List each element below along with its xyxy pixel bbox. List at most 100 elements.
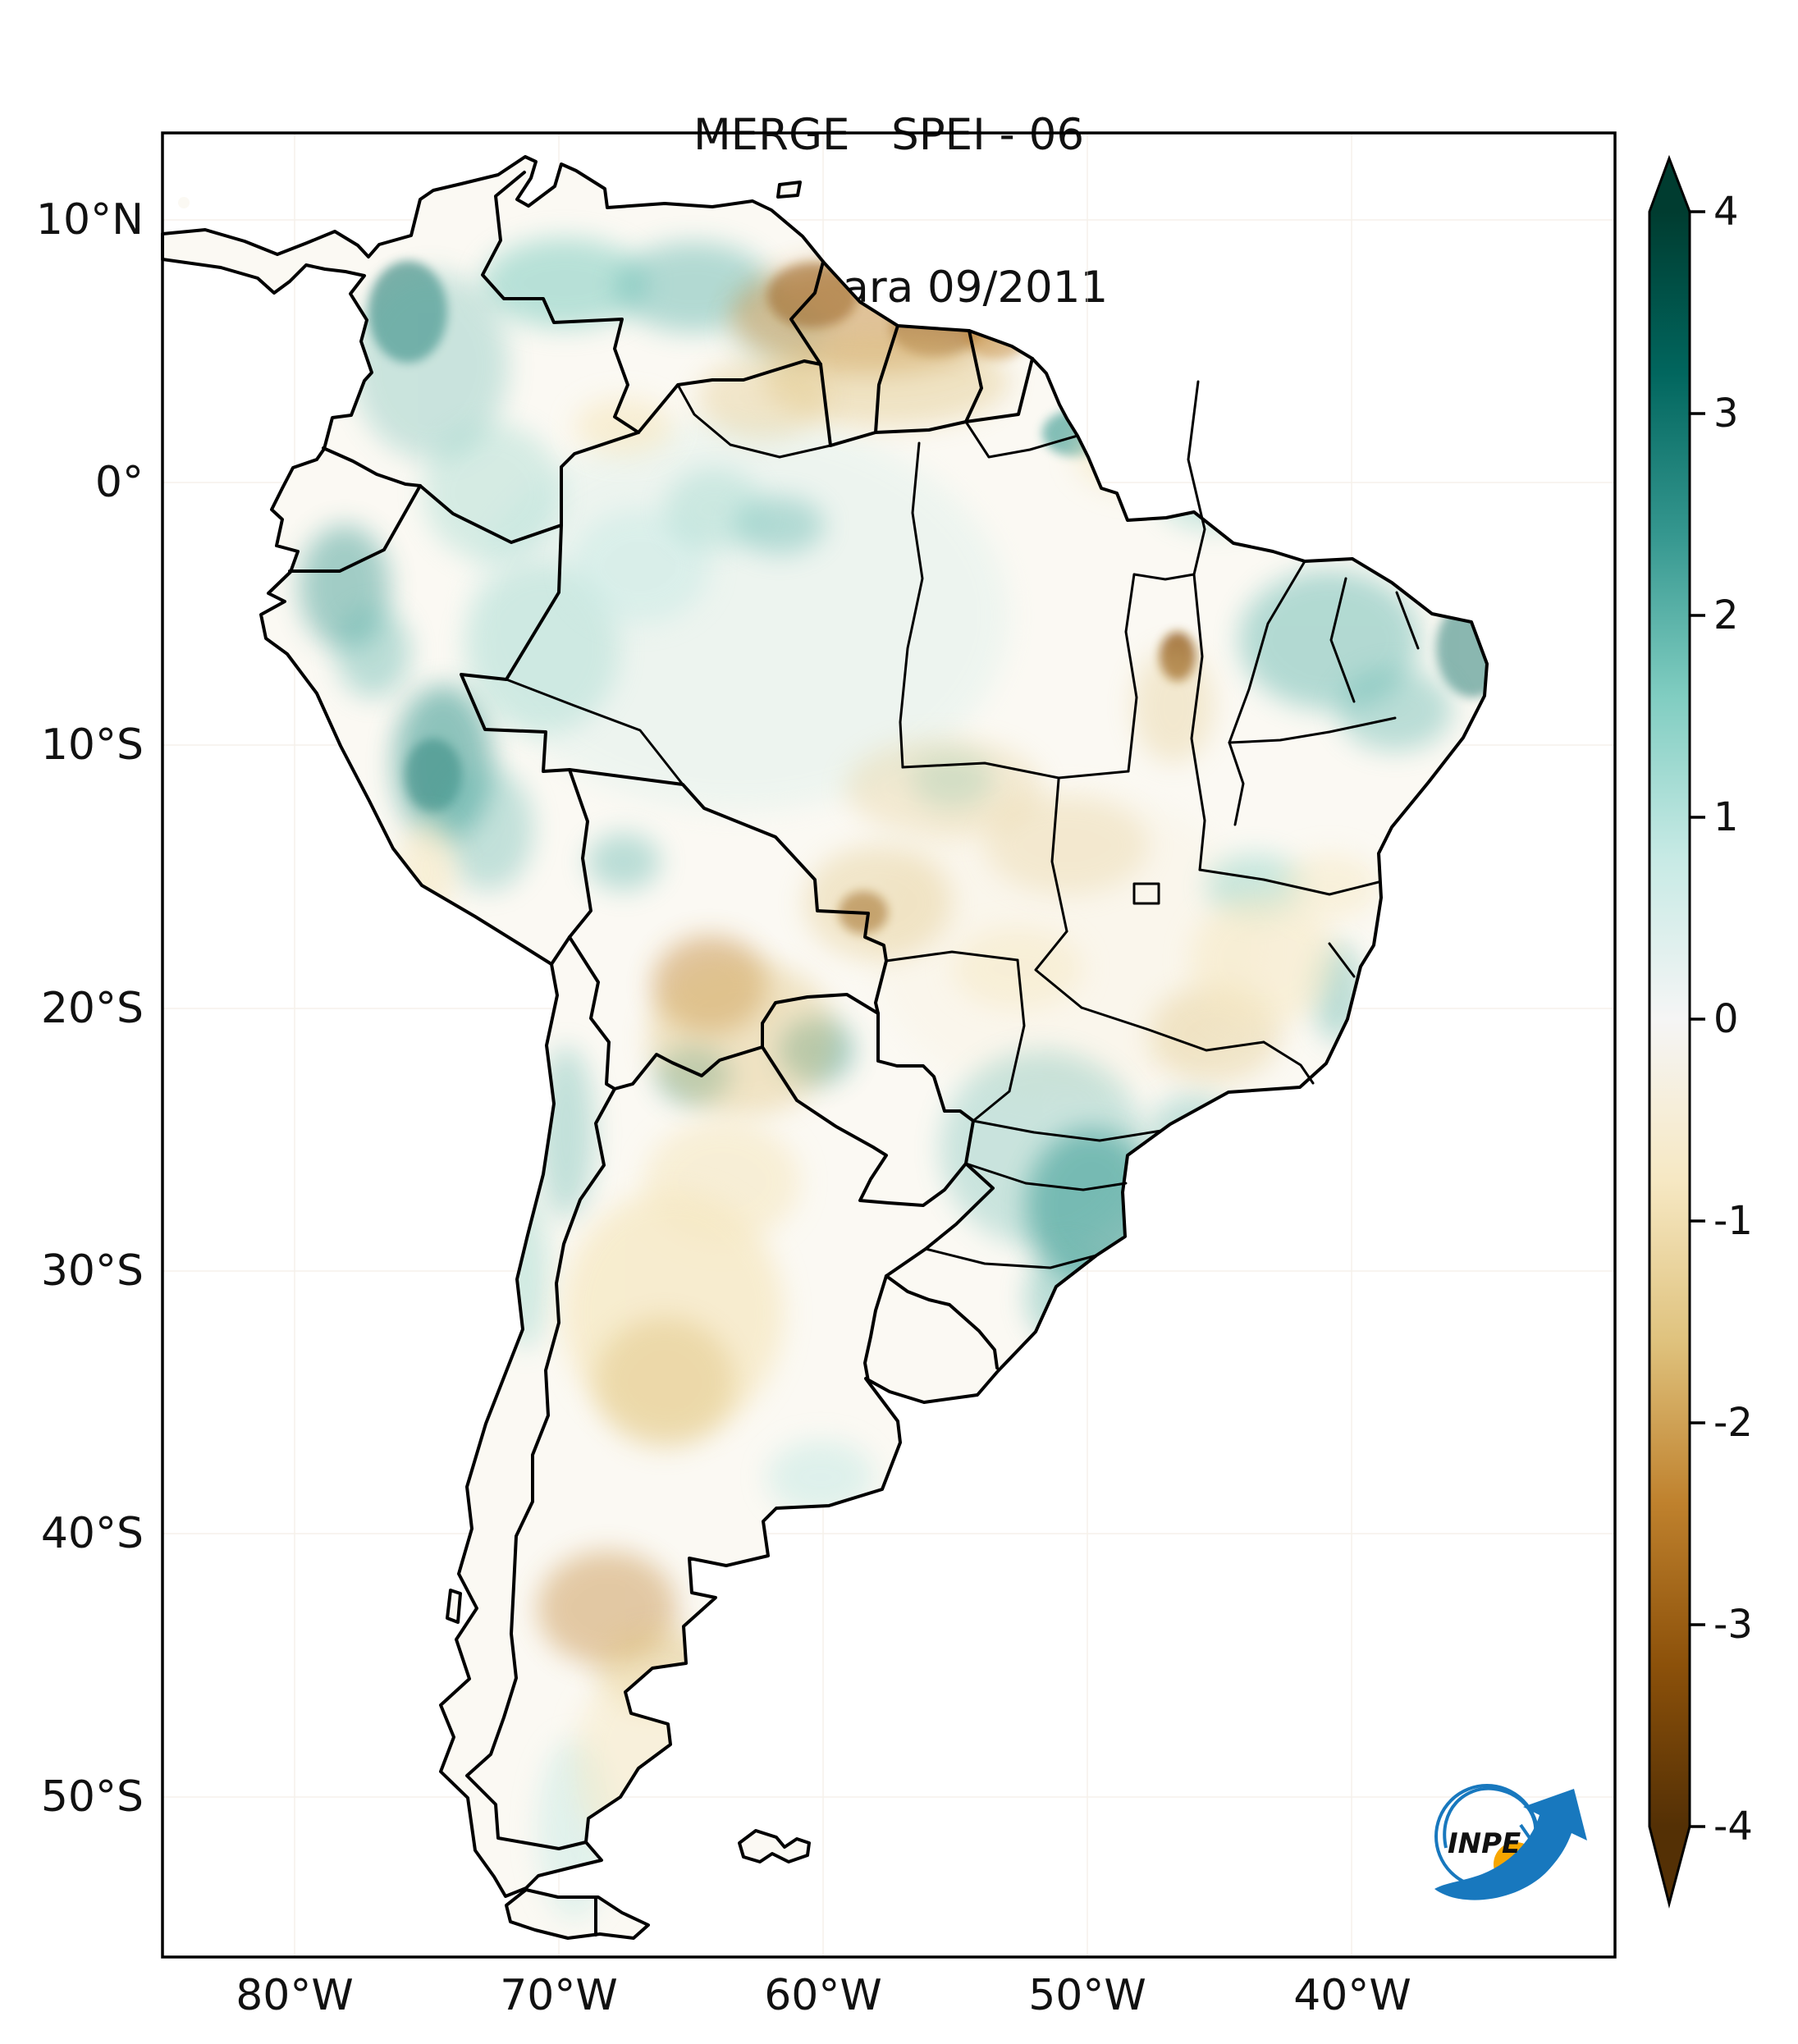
anomaly-rio-negro-wet bbox=[665, 468, 763, 550]
state-amapa bbox=[964, 420, 1079, 459]
cbtick-3: 3 bbox=[1713, 391, 1739, 437]
border-colombia-ecuador bbox=[322, 446, 422, 487]
logo-swoosh-arrow bbox=[1434, 1789, 1587, 1900]
border-colombia-venezuela bbox=[481, 171, 640, 434]
anomaly-buenos-aires-light-wet bbox=[767, 1440, 874, 1514]
border-paraguay-argentina bbox=[761, 1045, 968, 1207]
ytick-0: 0° bbox=[94, 458, 144, 507]
border-peru-chile bbox=[550, 935, 571, 966]
trinidad-island bbox=[778, 182, 800, 197]
anomaly-venezuela-west-wet bbox=[483, 238, 647, 328]
border-peru-bolivia bbox=[568, 768, 592, 939]
anomaly-south-colombia-wet bbox=[423, 423, 562, 562]
state-ceara-paraiba bbox=[1395, 591, 1420, 650]
state-tocantins-top bbox=[1132, 573, 1196, 581]
border-colombia-peru bbox=[419, 484, 563, 544]
xtick-50w: 50°W bbox=[1028, 1971, 1146, 2020]
border-chile-argentina bbox=[465, 1087, 616, 1850]
cbtick-m1: -1 bbox=[1713, 1198, 1753, 1244]
ytick-10n: 10°N bbox=[35, 195, 144, 245]
border-ecuador-peru bbox=[288, 484, 422, 573]
state-maranhao-piaui bbox=[1228, 560, 1306, 744]
border-colombia-brazil bbox=[560, 431, 640, 527]
state-parana-santacatarina bbox=[964, 1162, 1128, 1191]
anomaly-chaco-dry-halo bbox=[648, 960, 837, 1116]
state-piaui-ceara bbox=[1329, 577, 1356, 703]
state-bahia-minas bbox=[1198, 868, 1380, 896]
inpe-logo: INPE bbox=[1434, 1784, 1587, 1900]
xtick-70w: 70°W bbox=[500, 1971, 618, 2020]
border-guyana-suriname bbox=[874, 324, 899, 434]
state-saopaulo-parana bbox=[972, 1119, 1163, 1142]
anomaly-cordoba-dry bbox=[595, 1317, 734, 1448]
anomaly-rio-grande-coast-wet bbox=[1026, 1247, 1108, 1346]
state-matogrossosul-north bbox=[885, 950, 1019, 963]
cbtick-2: 2 bbox=[1713, 592, 1739, 638]
anomaly-colombia-halo-wet bbox=[353, 271, 509, 460]
state-matogrosso-north bbox=[901, 761, 1130, 780]
state-matogrosso-goias bbox=[1050, 778, 1068, 933]
ytick-50s: 50°S bbox=[40, 1772, 144, 1822]
border-bolivia-argentina bbox=[613, 1045, 764, 1091]
anomaly-maranhao-dry-halo bbox=[1132, 648, 1215, 763]
cbtick-m4: -4 bbox=[1713, 1804, 1753, 1850]
border-bolivia-chile bbox=[568, 935, 616, 1091]
xtick-80w: 80°W bbox=[236, 1971, 354, 2020]
ytick-30s: 30°S bbox=[40, 1246, 144, 1296]
state-santacatarina-riograndedosul bbox=[924, 1247, 1098, 1269]
state-para-tocantins bbox=[1124, 573, 1138, 773]
xtick-60w: 60°W bbox=[764, 1971, 882, 2020]
border-suriname-brazil bbox=[874, 420, 968, 434]
falkland-islands bbox=[739, 1831, 809, 1862]
colorbar-bar bbox=[1648, 154, 1691, 1909]
state-amazonas-para bbox=[899, 441, 924, 769]
anomaly-para-coast-wet bbox=[1157, 464, 1272, 529]
border-uruguay-brazil bbox=[885, 1274, 999, 1370]
cbtick-0: 0 bbox=[1713, 996, 1739, 1042]
logo-text: INPE bbox=[1448, 1827, 1521, 1860]
anomaly-peru-coast-dry bbox=[398, 821, 455, 919]
state-minas-saopaulo bbox=[1080, 1006, 1265, 1052]
border-bolivia-paraguay bbox=[761, 993, 880, 1049]
anomaly-north-peru-wet bbox=[336, 607, 410, 697]
anomaly-east-bolivia-dry-halo bbox=[804, 845, 952, 960]
ytick-40s: 40°S bbox=[40, 1509, 144, 1558]
anomaly-west-amazon-wet bbox=[464, 562, 620, 734]
state-distrito-federal bbox=[1132, 882, 1160, 905]
anomaly-bolivia-andes-wet bbox=[587, 833, 661, 890]
state-matogrossosul-east bbox=[972, 958, 1026, 1123]
brazil-state-borders bbox=[505, 380, 1420, 1269]
small-island bbox=[178, 197, 190, 208]
state-piaui-bahia bbox=[1228, 741, 1245, 826]
cbtick-m3: -3 bbox=[1713, 1602, 1753, 1648]
anomaly-south-brazil-wet-halo bbox=[940, 1050, 1145, 1247]
xtick-40w: 40°W bbox=[1293, 1971, 1411, 2020]
cbtick-m2: -2 bbox=[1713, 1400, 1753, 1446]
state-minas-espiritosanto bbox=[1328, 942, 1356, 978]
state-tocantins-east bbox=[1190, 573, 1206, 871]
border-argentina-brazil bbox=[885, 1162, 995, 1278]
anomaly-sao-paulo-coast-wet bbox=[1149, 1095, 1239, 1169]
border-peru-brazil bbox=[460, 524, 571, 773]
state-roraima-amazonas bbox=[676, 383, 832, 459]
anomaly-peru-andes-core-wet bbox=[405, 738, 462, 812]
anomaly-bahia-interior-dry bbox=[1280, 853, 1379, 919]
anomaly-roraima-dry bbox=[698, 357, 829, 439]
anomaly-mato-grosso-dry bbox=[845, 738, 1042, 837]
title-line-1: MERGE SPEI - 06 bbox=[693, 110, 1085, 160]
colorbar bbox=[1648, 154, 1705, 1909]
logo-spiral-arc bbox=[1443, 1786, 1538, 1849]
anomaly-goias-dry bbox=[985, 796, 1149, 894]
state-bahia-pernambuco bbox=[1228, 716, 1397, 744]
anomaly-nw-amazon-dry-fleck bbox=[574, 398, 673, 455]
border-frenchguiana-brazil bbox=[964, 357, 1034, 423]
anomaly-pernambuco-wet bbox=[1338, 669, 1453, 751]
anomaly-south-peru-wet bbox=[443, 767, 533, 890]
state-minas-rio bbox=[1262, 1040, 1315, 1085]
border-guyana-venezuela bbox=[789, 260, 825, 366]
border-bolivia-brazil bbox=[568, 768, 888, 1015]
border-suriname-frenchguiana bbox=[964, 329, 983, 423]
ytick-20s: 20°S bbox=[40, 984, 144, 1033]
